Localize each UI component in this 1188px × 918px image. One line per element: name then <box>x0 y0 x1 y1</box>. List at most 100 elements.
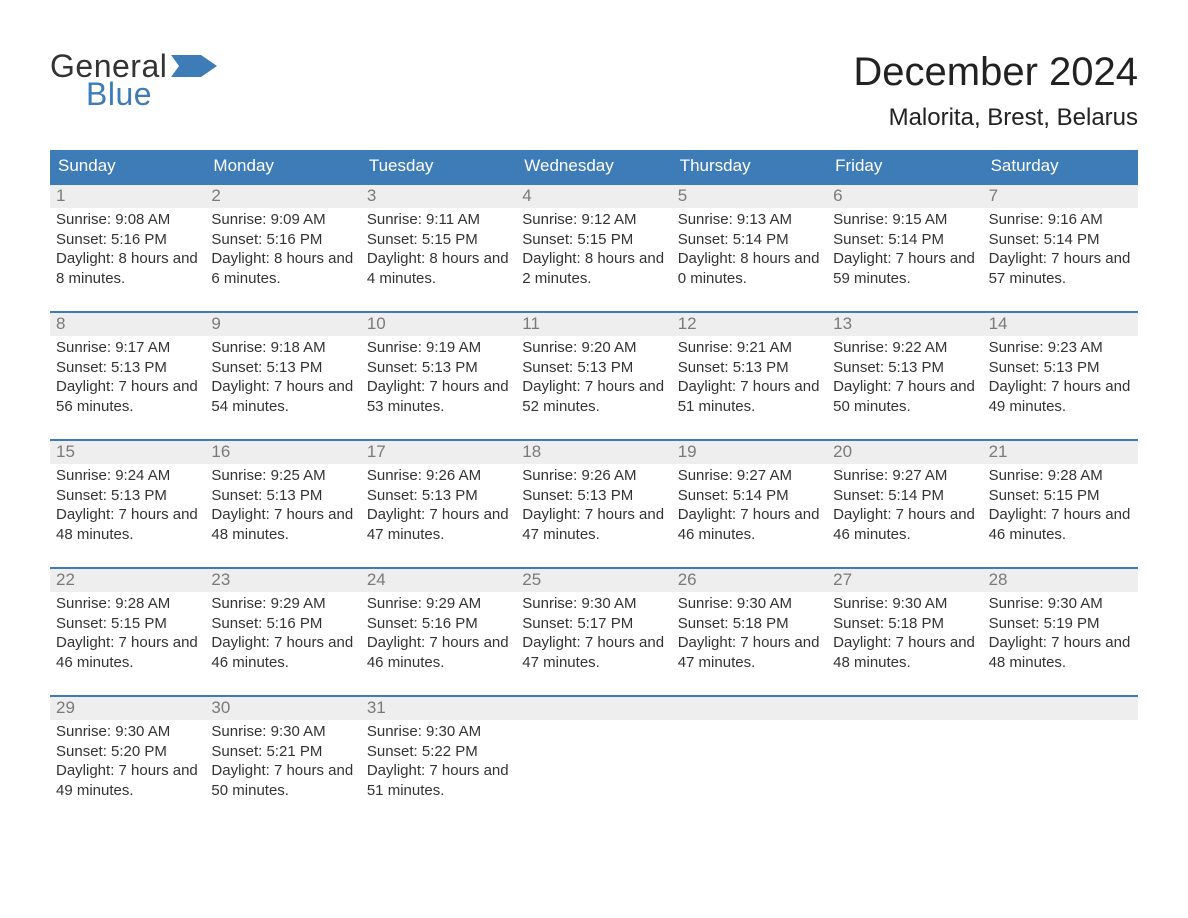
day-number: 21 <box>989 442 1008 461</box>
sunset-line: Sunset: 5:15 PM <box>56 614 199 634</box>
sunset-value: 5:16 PM <box>422 615 478 632</box>
sunrise-value: 9:30 AM <box>581 595 636 612</box>
day-body: Sunrise: 9:13 AMSunset: 5:14 PMDaylight:… <box>672 208 827 292</box>
day-number-bar: . <box>516 697 671 720</box>
sunrise-value: 9:27 AM <box>737 467 792 484</box>
day-number-bar: 6 <box>827 185 982 208</box>
sunrise-label: Sunrise: <box>989 467 1044 484</box>
sunrise-line: Sunrise: 9:18 AM <box>211 338 354 358</box>
calendar-week: 22Sunrise: 9:28 AMSunset: 5:15 PMDayligh… <box>50 567 1138 681</box>
calendar-day: 23Sunrise: 9:29 AMSunset: 5:16 PMDayligh… <box>205 569 360 681</box>
sunset-value: 5:13 PM <box>888 359 944 376</box>
sunrise-line: Sunrise: 9:29 AM <box>367 594 510 614</box>
day-body: Sunrise: 9:18 AMSunset: 5:13 PMDaylight:… <box>205 336 360 420</box>
sunset-line: Sunset: 5:16 PM <box>56 230 199 250</box>
calendar-day: 28Sunrise: 9:30 AMSunset: 5:19 PMDayligh… <box>983 569 1138 681</box>
sunrise-value: 9:30 AM <box>426 723 481 740</box>
day-number-bar: 24 <box>361 569 516 592</box>
day-number: 17 <box>367 442 386 461</box>
sunrise-label: Sunrise: <box>367 339 422 356</box>
daylight-label: Daylight: <box>833 634 891 651</box>
day-number: 19 <box>678 442 697 461</box>
day-number-bar: 15 <box>50 441 205 464</box>
sunrise-line: Sunrise: 9:09 AM <box>211 210 354 230</box>
sunset-label: Sunset: <box>211 743 262 760</box>
sunrise-value: 9:11 AM <box>426 211 480 228</box>
sunrise-label: Sunrise: <box>211 467 266 484</box>
day-number-bar: 16 <box>205 441 360 464</box>
calendar: Sunday Monday Tuesday Wednesday Thursday… <box>50 150 1138 809</box>
sunset-line: Sunset: 5:13 PM <box>211 358 354 378</box>
day-number: 23 <box>211 570 230 589</box>
sunrise-label: Sunrise: <box>989 211 1044 228</box>
sunrise-line: Sunrise: 9:30 AM <box>56 722 199 742</box>
calendar-day: 20Sunrise: 9:27 AMSunset: 5:14 PMDayligh… <box>827 441 982 553</box>
sunset-value: 5:13 PM <box>733 359 789 376</box>
day-number: 8 <box>56 314 65 333</box>
day-body: Sunrise: 9:21 AMSunset: 5:13 PMDaylight:… <box>672 336 827 420</box>
daylight-label: Daylight: <box>367 378 425 395</box>
daylight-line: Daylight: 7 hours and 46 minutes. <box>833 505 976 544</box>
sunrise-value: 9:26 AM <box>581 467 636 484</box>
sunset-line: Sunset: 5:15 PM <box>989 486 1132 506</box>
sunset-line: Sunset: 5:21 PM <box>211 742 354 762</box>
daylight-line: Daylight: 7 hours and 48 minutes. <box>989 633 1132 672</box>
sunrise-value: 9:30 AM <box>1048 595 1103 612</box>
sunset-value: 5:14 PM <box>888 487 944 504</box>
day-number-bar: 30 <box>205 697 360 720</box>
sunrise-label: Sunrise: <box>367 467 422 484</box>
sunset-label: Sunset: <box>678 487 729 504</box>
day-number: 27 <box>833 570 852 589</box>
sunset-line: Sunset: 5:14 PM <box>833 230 976 250</box>
sunset-value: 5:17 PM <box>577 615 633 632</box>
sunrise-label: Sunrise: <box>211 211 266 228</box>
sunrise-line: Sunrise: 9:30 AM <box>522 594 665 614</box>
day-body: Sunrise: 9:16 AMSunset: 5:14 PMDaylight:… <box>983 208 1138 292</box>
sunrise-label: Sunrise: <box>522 211 577 228</box>
daylight-line: Daylight: 8 hours and 6 minutes. <box>211 249 354 288</box>
sunset-line: Sunset: 5:13 PM <box>678 358 821 378</box>
sunset-value: 5:13 PM <box>266 359 322 376</box>
day-body: Sunrise: 9:25 AMSunset: 5:13 PMDaylight:… <box>205 464 360 548</box>
calendar-day: 13Sunrise: 9:22 AMSunset: 5:13 PMDayligh… <box>827 313 982 425</box>
day-body: Sunrise: 9:30 AMSunset: 5:19 PMDaylight:… <box>983 592 1138 676</box>
sunrise-label: Sunrise: <box>678 467 733 484</box>
day-body: Sunrise: 9:12 AMSunset: 5:15 PMDaylight:… <box>516 208 671 292</box>
calendar-day: 15Sunrise: 9:24 AMSunset: 5:13 PMDayligh… <box>50 441 205 553</box>
sunset-label: Sunset: <box>56 359 107 376</box>
calendar-day: 29Sunrise: 9:30 AMSunset: 5:20 PMDayligh… <box>50 697 205 809</box>
day-number: 11 <box>522 314 540 333</box>
day-number-bar: 7 <box>983 185 1138 208</box>
sunset-value: 5:14 PM <box>733 231 789 248</box>
sunrise-value: 9:24 AM <box>115 467 170 484</box>
calendar-day: 25Sunrise: 9:30 AMSunset: 5:17 PMDayligh… <box>516 569 671 681</box>
sunrise-label: Sunrise: <box>367 723 422 740</box>
day-body: Sunrise: 9:20 AMSunset: 5:13 PMDaylight:… <box>516 336 671 420</box>
day-number: 18 <box>522 442 541 461</box>
sunset-line: Sunset: 5:18 PM <box>678 614 821 634</box>
sunrise-label: Sunrise: <box>989 595 1044 612</box>
daylight-line: Daylight: 7 hours and 54 minutes. <box>211 377 354 416</box>
day-body: Sunrise: 9:23 AMSunset: 5:13 PMDaylight:… <box>983 336 1138 420</box>
calendar-week: 29Sunrise: 9:30 AMSunset: 5:20 PMDayligh… <box>50 695 1138 809</box>
sunset-label: Sunset: <box>367 231 418 248</box>
day-number: 5 <box>678 186 687 205</box>
day-number-bar: 14 <box>983 313 1138 336</box>
daylight-line: Daylight: 7 hours and 56 minutes. <box>56 377 199 416</box>
day-number-bar: . <box>983 697 1138 720</box>
daylight-line: Daylight: 8 hours and 8 minutes. <box>56 249 199 288</box>
calendar-day: 30Sunrise: 9:30 AMSunset: 5:21 PMDayligh… <box>205 697 360 809</box>
sunset-line: Sunset: 5:16 PM <box>211 614 354 634</box>
day-number-bar: 27 <box>827 569 982 592</box>
flag-icon <box>171 55 217 77</box>
sunrise-value: 9:27 AM <box>892 467 947 484</box>
daylight-label: Daylight: <box>989 250 1047 267</box>
sunset-line: Sunset: 5:13 PM <box>56 486 199 506</box>
sunset-value: 5:19 PM <box>1044 615 1100 632</box>
sunrise-line: Sunrise: 9:27 AM <box>833 466 976 486</box>
sunset-label: Sunset: <box>678 359 729 376</box>
sunrise-line: Sunrise: 9:11 AM <box>367 210 510 230</box>
calendar-day: 16Sunrise: 9:25 AMSunset: 5:13 PMDayligh… <box>205 441 360 553</box>
daylight-label: Daylight: <box>678 506 736 523</box>
daylight-label: Daylight: <box>211 762 269 779</box>
